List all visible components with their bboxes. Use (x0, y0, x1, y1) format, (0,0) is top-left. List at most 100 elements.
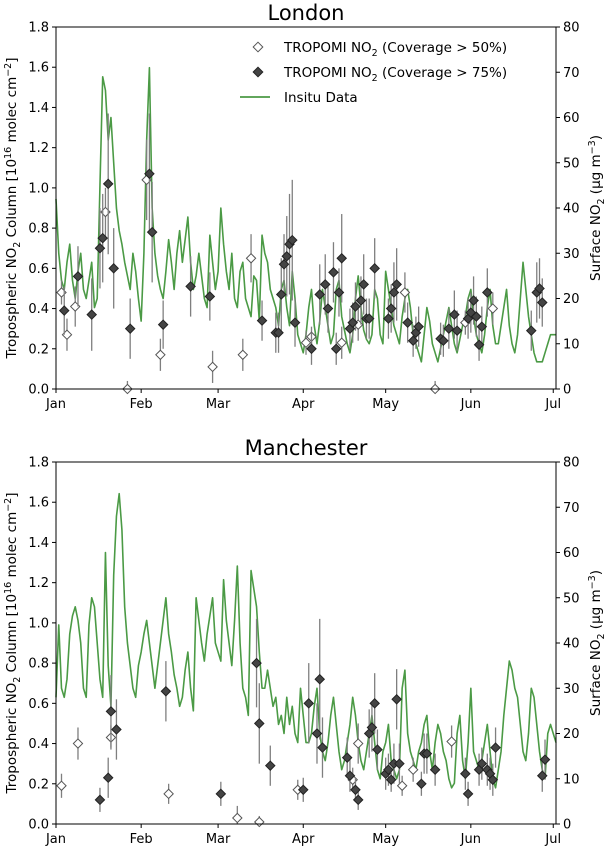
coverage75-point (358, 279, 369, 290)
coverage75-point (471, 311, 482, 322)
y-right-tick-label: 40 (563, 202, 580, 217)
coverage50-point (300, 337, 312, 349)
y-right-tick-label: 0 (563, 818, 571, 833)
legend-label-suffix: (Coverage > 50%) (378, 40, 507, 56)
coverage75-point (473, 339, 485, 351)
insitu-line (55, 66, 556, 363)
panel-manchester: Manchester Jan Feb Mar Apr May Jun Jul 0.0 0.2 0.4… (3, 436, 607, 847)
coverage75-point (482, 287, 493, 298)
coverage50-point (253, 816, 265, 828)
coverage75-point (366, 722, 378, 733)
coverage75-point (251, 657, 262, 669)
x-tick-label: Jun (460, 832, 481, 847)
y-left-tick-label: 0.6 (28, 697, 49, 712)
y-left-tick-label: 1.4 (28, 101, 49, 116)
coverage50-point (446, 736, 457, 747)
coverage75-point (111, 724, 122, 735)
y-right-tick-label: 30 (563, 247, 580, 262)
coverage75-point (460, 768, 471, 780)
coverage75-point (105, 706, 117, 717)
x-tick-label: Feb (130, 832, 153, 847)
coverage75-point (286, 234, 298, 246)
coverage75-point (385, 303, 397, 314)
coverage75-point (536, 770, 548, 782)
y-left-label-sub: 2 (12, 677, 23, 683)
legend-label: TROPOMI NO2 (Coverage > 75%) (283, 65, 507, 84)
x-tick-label: Jun (460, 397, 481, 412)
coverage75-point (306, 343, 317, 355)
y-right-label-mid: (μg m (588, 154, 604, 198)
y-left-label: Tropospheric NO2 Column [1016 molec cm−2… (3, 57, 23, 359)
coverage50-point (407, 764, 419, 776)
coverage75-point (264, 760, 276, 771)
coverage75-point (160, 685, 172, 697)
coverage75-point (322, 303, 334, 314)
coverage75-point (157, 319, 169, 330)
y-left-tick-label: 1.6 (28, 496, 49, 511)
coverage75-point (383, 313, 394, 324)
coverage50-point (207, 361, 218, 373)
y-right-label-sup: −3 (587, 575, 598, 589)
coverage50-point (56, 780, 67, 792)
y-left-label-sup: 16 (3, 582, 14, 594)
chart-title: London (268, 1, 345, 25)
y-right-label-end: ) (588, 570, 604, 575)
y-left-tick-label: 0.6 (28, 262, 49, 277)
coverage75-point (185, 281, 196, 292)
x-tick-label: Jul (544, 397, 561, 412)
y-right-tick-label: 70 (563, 66, 580, 81)
coverage75-point (215, 788, 227, 800)
coverage75-point (438, 335, 449, 347)
y-right-label: Surface NO2 (μg m−3) (587, 570, 607, 716)
coverage75-point (487, 774, 499, 786)
y-left-tick-label: 1.4 (28, 536, 49, 551)
coverage75-point (413, 321, 424, 332)
y-right-tick-label: 30 (563, 682, 580, 697)
coverage75-point (468, 295, 479, 306)
coverage50-point (336, 337, 348, 349)
coverage75-point (476, 758, 488, 769)
y-left-tick-label: 0.2 (28, 777, 49, 792)
y-left-tick-label: 0.2 (28, 342, 49, 357)
y-left-tick-label: 1.8 (28, 456, 49, 471)
coverage50-point (155, 349, 166, 361)
coverage75-point (449, 309, 460, 320)
coverage75-point (394, 758, 405, 769)
y-right-label-mid: (μg m (588, 589, 604, 633)
coverage75-point (429, 764, 441, 776)
y-right-label-end: ) (588, 135, 604, 140)
coverage75-point (72, 271, 84, 282)
y-left-tick-label: 1.2 (28, 576, 49, 591)
coverage75-point (311, 728, 323, 739)
coverage75-point (369, 263, 380, 274)
coverage75-point (319, 279, 331, 290)
y-right-label-main: Surface NO (588, 640, 604, 716)
y-right-tick-label: 80 (563, 21, 580, 36)
coverage75-point (314, 289, 326, 300)
x-tick-label: Jul (544, 832, 561, 847)
y-left-tick-label: 1.2 (28, 141, 49, 156)
coverage75-point (402, 317, 413, 328)
coverage75-point (102, 178, 114, 190)
coverage75-point (333, 287, 345, 298)
coverage75-point (328, 267, 339, 278)
coverage75-point (86, 309, 98, 320)
coverage75-point (476, 321, 488, 332)
x-tick-label: Apr (292, 397, 315, 412)
coverage75-point (330, 343, 342, 355)
y-right-tick-label: 60 (563, 111, 580, 126)
y-left-tick-label: 1.0 (28, 616, 49, 631)
coverage75-point (350, 301, 361, 312)
legend-label-main: Insitu Data (284, 90, 358, 106)
coverage75-point (273, 327, 284, 338)
coverage75-point (275, 289, 287, 300)
y-left-label: Tropospheric NO2 Column [1016 molec cm−2… (3, 492, 23, 794)
coverage50-point (399, 287, 411, 298)
x-tick-label: Feb (130, 397, 153, 412)
y-left-label-sub: 2 (12, 242, 23, 248)
y-left-tick-label: 0.0 (28, 383, 49, 398)
legend-marker-filled (252, 66, 264, 78)
coverage50-point (237, 349, 249, 361)
coverage75-point (344, 770, 356, 782)
